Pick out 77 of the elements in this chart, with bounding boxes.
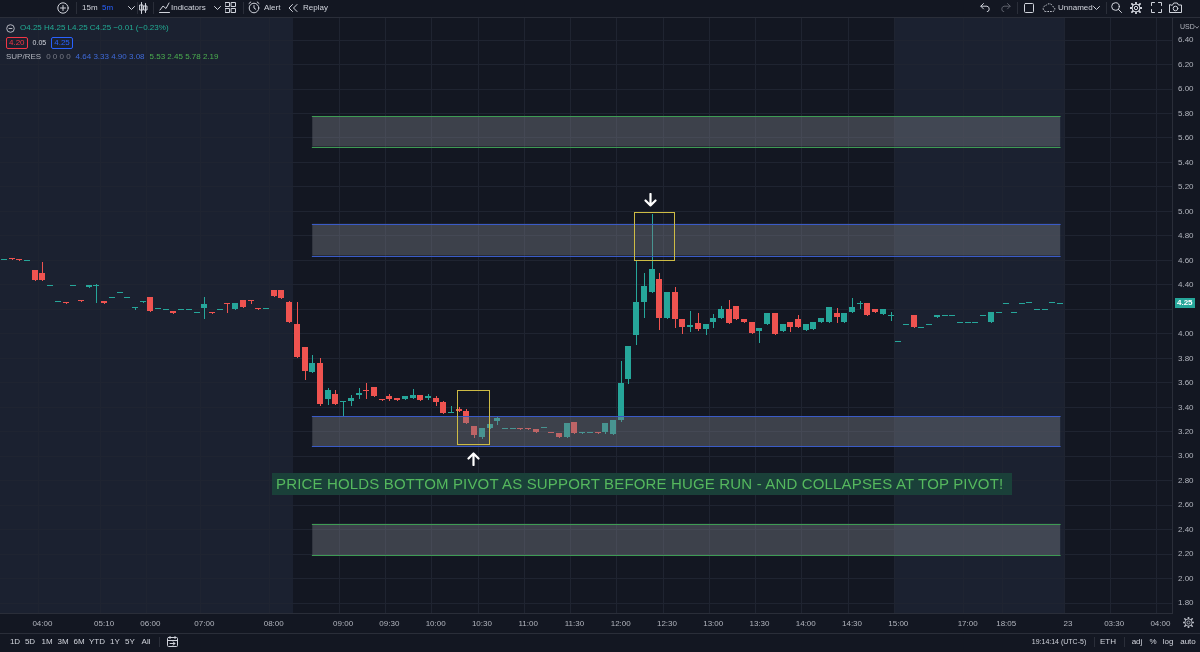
annotation: O4.25 H4.25 L4.25 C4.25 −0.01 (−0.23%): [20, 23, 169, 33]
x-tick-label: 11:00: [518, 619, 539, 628]
text: 1Y: [110, 637, 120, 647]
annotation: 4.25: [51, 37, 73, 49]
x-tick-label: 13:00: [703, 619, 724, 628]
y-tick-label: 2.00: [1178, 573, 1195, 583]
text: YTD: [89, 637, 105, 647]
y-tick-label: 3.20: [1178, 427, 1195, 437]
candlestick: [224, 303, 230, 313]
candlestick: [363, 383, 369, 399]
x-tick-label: 10:00: [425, 619, 447, 628]
text: 1D: [9, 637, 21, 647]
text: Indicators: [171, 3, 206, 13]
x-tick-label: 04:00: [1150, 619, 1171, 628]
x-tick-label: 23: [1063, 619, 1073, 628]
x-tick-label: 10:30: [471, 619, 493, 628]
x-tick-label: 12:30: [656, 619, 678, 628]
x-tick-label: 05:10: [94, 619, 115, 628]
text: 5m: [102, 3, 114, 13]
text: Alert: [264, 3, 281, 13]
x-tick-label: 09:00: [333, 619, 354, 628]
x-tick-label: 14:30: [842, 619, 863, 628]
annotation: 5.53 2.45 5.78 2.19: [149, 52, 219, 62]
y-tick-label: 5.80: [1178, 108, 1195, 118]
y-tick-label: 5.60: [1178, 133, 1195, 143]
y-tick-label: 5.00: [1178, 206, 1195, 216]
y-tick-label: 4.80: [1178, 231, 1195, 241]
annotation: 4.25: [1175, 298, 1195, 309]
y-tick-label: 4.60: [1178, 255, 1195, 265]
candlestick: [687, 311, 693, 332]
y-tick-label: 2.40: [1178, 524, 1195, 534]
text: Replay: [303, 3, 328, 13]
text: adj: [1131, 637, 1143, 647]
y-tick-label: 6.00: [1178, 84, 1195, 94]
y-tick-label: 3.00: [1178, 451, 1195, 461]
text: auto: [1180, 637, 1196, 647]
text: 5Y: [125, 637, 135, 647]
y-tick-label: 2.80: [1178, 475, 1195, 485]
text: Unnamed: [1058, 3, 1093, 13]
text: 3M: [57, 637, 69, 647]
annotation: 4.64 3.33 4.90 3.08: [75, 52, 145, 62]
x-tick-label: 04:00: [32, 619, 53, 628]
x-tick-label: 08:00: [263, 619, 285, 628]
y-tick-label: 4.00: [1178, 329, 1195, 339]
text: ETH: [1100, 637, 1116, 647]
annotation: 4.20: [6, 37, 28, 49]
y-tick-label: 3.60: [1178, 378, 1195, 388]
x-tick-label: 09:30: [379, 619, 400, 628]
x-tick-label: 12:00: [610, 619, 632, 628]
x-tick-label: 18:05: [996, 619, 1017, 628]
x-tick-label: 03:30: [1104, 619, 1125, 628]
y-tick-label: 5.20: [1178, 182, 1195, 192]
text: %: [1149, 637, 1157, 647]
text: 6M: [73, 637, 85, 647]
x-tick-label: 06:00: [140, 619, 161, 628]
y-tick-label: 1.80: [1178, 598, 1195, 608]
text: log: [1162, 637, 1174, 647]
text: 5D: [24, 637, 36, 647]
y-tick-label: 6.40: [1178, 35, 1195, 45]
y-tick-label: 2.60: [1178, 500, 1195, 510]
x-tick-label: 13:30: [749, 619, 771, 628]
x-tick-label: 15:00: [888, 619, 909, 628]
text: 1M: [41, 637, 53, 647]
x-tick-label: 07:00: [194, 619, 215, 628]
x-tick-label: 17:00: [957, 619, 979, 628]
x-tick-label: 14:00: [795, 619, 817, 628]
text: 15m: [82, 3, 98, 13]
text: All: [141, 637, 151, 647]
y-tick-label: 5.40: [1178, 157, 1195, 167]
y-tick-label: 3.80: [1178, 353, 1195, 363]
y-tick-label: 4.40: [1178, 280, 1195, 290]
y-tick-label: 6.20: [1178, 59, 1195, 69]
x-tick-label: 11:30: [564, 619, 585, 628]
annotation: SUP/RES: [6, 52, 42, 62]
y-tick-label: 3.40: [1178, 402, 1195, 412]
y-tick-label: 2.20: [1178, 549, 1195, 559]
annotation: PRICE HOLDS BOTTOM PIVOT AS SUPPORT BEFORE HUGE RUN - AND COLLAPSES AT TOP PIVOT!: [272, 473, 1013, 495]
